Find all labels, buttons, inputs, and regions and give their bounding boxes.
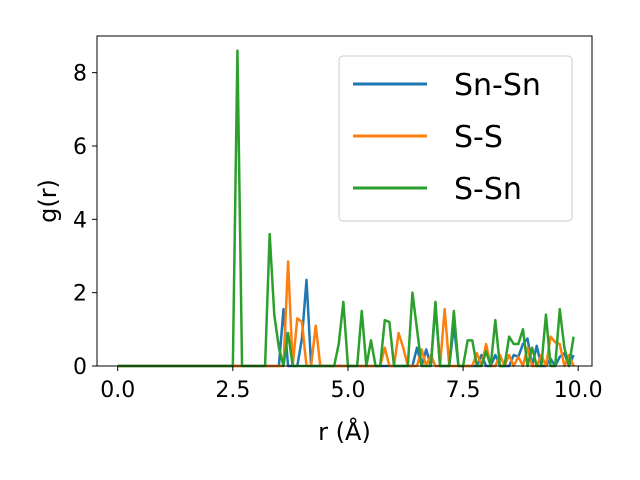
legend-box [338,55,573,222]
legend-label-sn-sn: Sn-Sn [454,68,541,103]
legend: Sn-Sn S-S S-Sn [338,55,573,222]
y-tick-label: 8 [73,62,87,87]
plot-frame [96,35,593,367]
y-tick-label: 2 [73,282,87,307]
legend-label-s-s: S-S [454,120,503,155]
y-tick-label: 6 [73,135,87,160]
x-tick-label: 5.0 [330,378,365,403]
ticks-layer: 0.0 2.5 5.0 7.5 10.0 0 2 4 6 8 [73,62,603,403]
x-tick-label: 2.5 [215,378,250,403]
y-tick-label: 0 [73,355,87,380]
y-axis-label: g(r) [34,179,62,223]
y-tick-label: 4 [73,208,87,233]
x-tick-label: 7.5 [446,378,481,403]
x-tick-label: 0.0 [100,378,135,403]
x-axis-label: r (Å) [318,417,371,446]
x-tick-label: 10.0 [554,378,603,403]
legend-label-s-sn: S-Sn [454,172,522,207]
